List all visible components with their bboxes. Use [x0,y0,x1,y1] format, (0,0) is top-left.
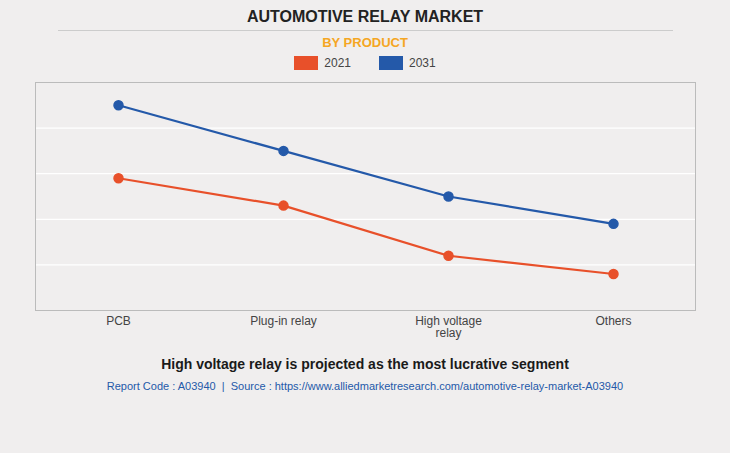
html-text:2021: 2021 [324,56,351,70]
svg-text:Plug-in relay: Plug-in relay [250,314,317,328]
html-text:AUTOMOTIVE RELAY MARKET: AUTOMOTIVE RELAY MARKET [246,8,484,25]
html-text:BY PRODUCT: BY PRODUCT [322,35,408,50]
html-text:Report Code : A03940 | Source: Report Code : A03940 | Source : https://… [106,380,624,392]
svg-text:High voltagerelay: High voltagerelay [415,314,482,340]
svg-text:PCB: PCB [106,314,131,328]
svg-text:Others: Others [595,314,631,328]
html-text:2031: 2031 [409,56,436,70]
html-text:High voltage relay is projecte: High voltage relay is projected as the m… [161,356,569,372]
